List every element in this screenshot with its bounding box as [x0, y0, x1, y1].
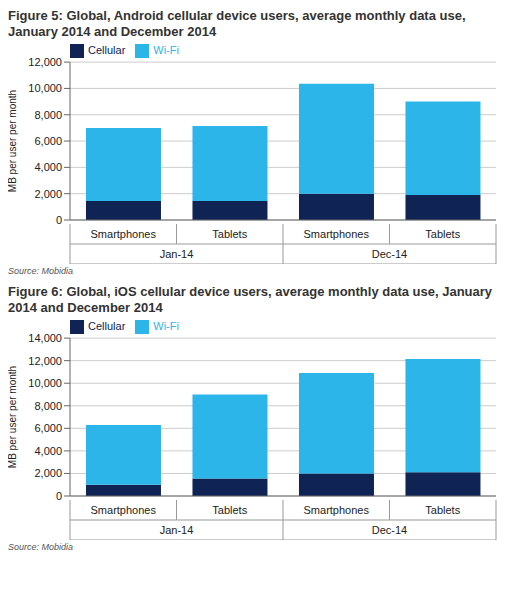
html-text:Wi-Fi: Wi-Fi	[153, 320, 179, 332]
svg-text:Dec-14: Dec-14	[372, 524, 407, 536]
svg-text:10,000: 10,000	[28, 82, 62, 94]
svg-text:14,000: 14,000	[28, 332, 62, 344]
svg-text:2,000: 2,000	[34, 188, 62, 200]
svg-text:Jan-14: Jan-14	[160, 248, 194, 260]
svg-text:6,000: 6,000	[34, 422, 62, 434]
svg-text:0: 0	[56, 214, 62, 226]
svg-text:8,000: 8,000	[34, 400, 62, 412]
svg-text:MB per user per month: MB per user per month	[8, 366, 18, 468]
svg-text:2,000: 2,000	[34, 467, 62, 479]
svg-text:Tablets: Tablets	[425, 504, 460, 516]
svg-text:Tablets: Tablets	[212, 228, 247, 240]
svg-text:4,000: 4,000	[34, 445, 62, 457]
html-text:Cellular: Cellular	[88, 44, 126, 56]
html-text:Source: Mobidia: Source: Mobidia	[8, 266, 73, 276]
svg-text:Tablets: Tablets	[212, 504, 247, 516]
html-text:Cellular: Cellular	[88, 320, 126, 332]
svg-text:0: 0	[56, 490, 62, 502]
svg-text:MB per user per month: MB per user per month	[8, 90, 18, 192]
html-text:Wi-Fi: Wi-Fi	[153, 44, 179, 56]
svg-text:8,000: 8,000	[34, 109, 62, 121]
svg-text:Dec-14: Dec-14	[372, 248, 407, 260]
svg-text:Tablets: Tablets	[425, 228, 460, 240]
svg-text:10,000: 10,000	[28, 377, 62, 389]
svg-text:12,000: 12,000	[28, 355, 62, 367]
svg-text:Smartphones: Smartphones	[91, 504, 157, 516]
svg-text:4,000: 4,000	[34, 161, 62, 173]
html-text:Source: Mobidia: Source: Mobidia	[8, 542, 73, 552]
svg-text:Smartphones: Smartphones	[304, 504, 370, 516]
html-text:Figure 6: Global, iOS cellular: Figure 6: Global, iOS cellular device us…	[8, 284, 493, 315]
svg-text:12,000: 12,000	[28, 56, 62, 68]
svg-text:Smartphones: Smartphones	[91, 228, 157, 240]
svg-text:Jan-14: Jan-14	[160, 524, 194, 536]
svg-text:Smartphones: Smartphones	[304, 228, 370, 240]
svg-text:6,000: 6,000	[34, 135, 62, 147]
html-text:Figure 5: Global, Android cell: Figure 5: Global, Android cellular devic…	[8, 8, 466, 39]
